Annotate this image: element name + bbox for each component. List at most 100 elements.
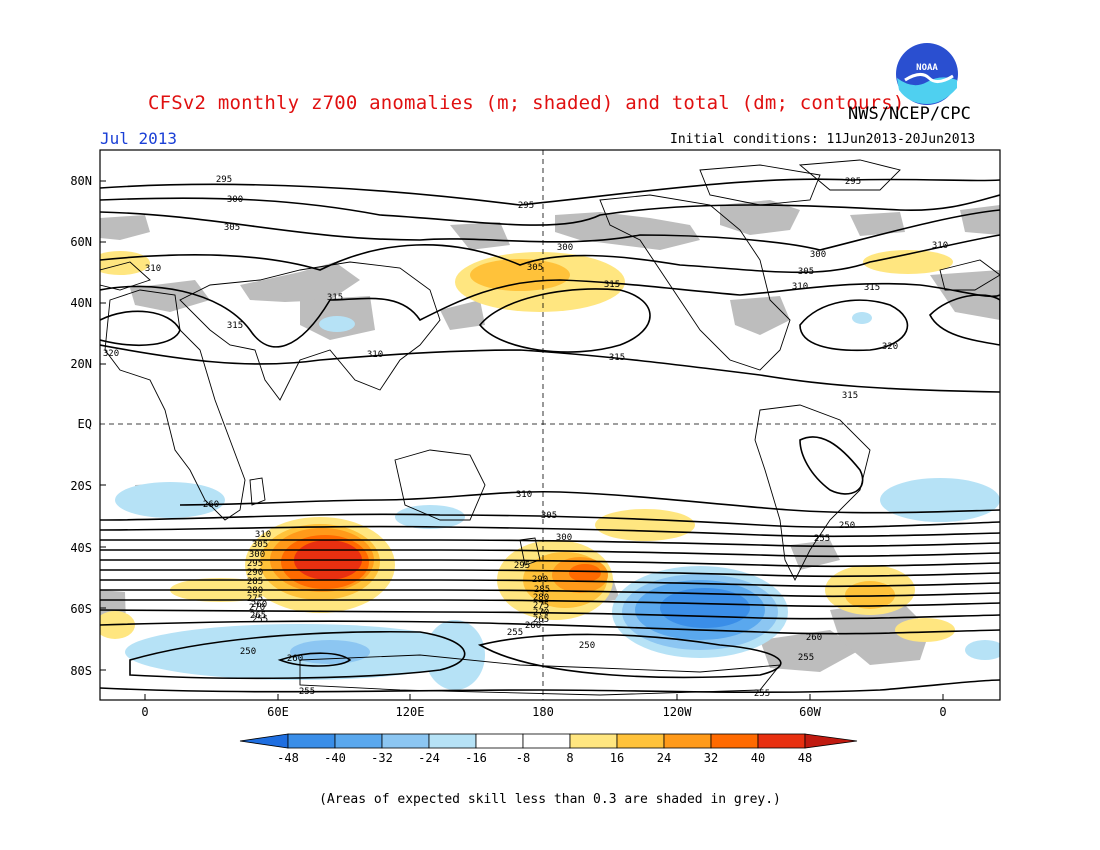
contour-label: 275 (533, 601, 549, 611)
contour-label: 285 (534, 585, 550, 595)
contour-label: 300 (810, 250, 826, 260)
contour-label: 265 (250, 611, 266, 621)
contour-label: 300 (556, 533, 572, 543)
contour-label: 250 (240, 647, 256, 657)
colorbar: -48 -40 -32 -24 -16 -8 8 16 24 32 40 48 (239, 733, 858, 765)
noaa-logo-text: NOAA (916, 63, 938, 73)
contour-label: 260 (525, 621, 541, 631)
colorbar-tick-label: -16 (465, 751, 487, 765)
colorbar-swatch (616, 733, 665, 749)
contour-label: 310 (516, 490, 532, 500)
positive-anomalies (100, 250, 955, 642)
negative-anomalies (115, 312, 1000, 690)
contour-label: 270 (249, 603, 265, 613)
lat-label: 80S (70, 664, 92, 678)
contour-label: 270 (533, 608, 549, 618)
colorbar-arrow-left (239, 733, 289, 749)
colorbar-tick-label: 40 (751, 751, 765, 765)
contour-label: 315 (604, 280, 620, 290)
contour-label: 265 (533, 615, 549, 625)
axis-ticks (100, 180, 944, 700)
contour-label: 255 (798, 653, 814, 663)
contour-label: 275 (247, 594, 263, 604)
contour-label: 305 (798, 267, 814, 277)
colorbar-swatch (287, 733, 336, 749)
colorbar-tick-label: 8 (566, 751, 573, 765)
contour-label: 290 (532, 575, 548, 585)
forecast-month: Jul 2013 (100, 129, 178, 148)
lat-label: 40N (70, 296, 92, 310)
lat-label: 60S (70, 602, 92, 616)
colorbar-tick-label: 32 (704, 751, 718, 765)
contour-label: 295 (216, 175, 232, 185)
colorbar-tick-label: 24 (657, 751, 671, 765)
contour-label: 310 (255, 530, 271, 540)
contour-label: 305 (224, 223, 240, 233)
colorbar-tick-label: -32 (371, 751, 393, 765)
colorbar-swatch (522, 733, 571, 749)
contour-label: 280 (533, 593, 549, 603)
agency-label: NWS/NCEP/CPC (848, 104, 971, 124)
colorbar-tick-label: 48 (798, 751, 812, 765)
colorbar-swatch (569, 733, 618, 749)
contour-label: 250 (579, 641, 595, 651)
contour-label: 315 (864, 283, 880, 293)
lon-label: 120W (663, 705, 693, 719)
contour-label: 260 (287, 654, 303, 664)
lon-labels: 0 60E 120E 180 120W 60W 0 (141, 705, 946, 719)
lat-label: 20S (70, 479, 92, 493)
contour-label: 290 (247, 568, 263, 578)
contour-label: 255 (754, 689, 770, 699)
lat-label: EQ (78, 417, 92, 431)
colorbar-swatch (334, 733, 383, 749)
contour-label: 250 (839, 521, 855, 531)
skill-footnote: (Areas of expected skill less than 0.3 a… (319, 792, 781, 807)
contour-labels: 295 300 305 310 315 320 310 315 300 295 … (103, 175, 948, 699)
contour-label: 315 (842, 391, 858, 401)
lat-label: 80N (70, 174, 92, 188)
contour-label: 320 (882, 342, 898, 352)
contour-label: 310 (792, 282, 808, 292)
lon-label: 0 (939, 705, 946, 719)
contour-label: 295 (845, 177, 861, 187)
contour-label: 255 (814, 534, 830, 544)
contour-label: 305 (252, 540, 268, 550)
colorbar-tick-label: -8 (516, 751, 530, 765)
contour-label: 305 (541, 511, 557, 521)
chart-title: CFSv2 monthly z700 anomalies (m; shaded)… (148, 92, 905, 114)
colorbar-swatch (663, 733, 712, 749)
lon-label: 60W (799, 705, 821, 719)
contour-label: 300 (227, 195, 243, 205)
contour-label: 315 (227, 321, 243, 331)
contour-label: 315 (609, 353, 625, 363)
contour-label: 295 (514, 561, 530, 571)
contour-label: 285 (247, 577, 263, 587)
contour-label: 310 (367, 350, 383, 360)
contour-label: 320 (103, 349, 119, 359)
lat-label: 60N (70, 235, 92, 249)
lat-labels: 80N 60N 40N 20N EQ 20S 40S 60S 80S (70, 174, 92, 678)
contour-label: 300 (249, 550, 265, 560)
contour-label: 300 (557, 243, 573, 253)
lon-label: 120E (396, 705, 425, 719)
contour-label: 310 (145, 264, 161, 274)
colorbar-tick-label: 16 (610, 751, 624, 765)
initial-conditions: Initial conditions: 11Jun2013-20Jun2013 (670, 132, 976, 147)
colorbar-swatch (381, 733, 430, 749)
contour-label: 295 (518, 201, 534, 211)
colorbar-tick-label: -48 (277, 751, 299, 765)
contour-label: 255 (507, 628, 523, 638)
colorbar-tick-label: -24 (418, 751, 440, 765)
contour-label: 315 (327, 293, 343, 303)
contour-label: 255 (299, 687, 315, 697)
contour-label: 280 (247, 586, 263, 596)
lon-label: 0 (141, 705, 148, 719)
lon-label: 180 (532, 705, 554, 719)
contour-label: 260 (203, 500, 219, 510)
colorbar-tick-label: -40 (324, 751, 346, 765)
contour-label: 295 (247, 559, 263, 569)
contour-label: 260 (251, 600, 267, 610)
lon-label: 60E (267, 705, 289, 719)
map-frame (99, 149, 1001, 701)
